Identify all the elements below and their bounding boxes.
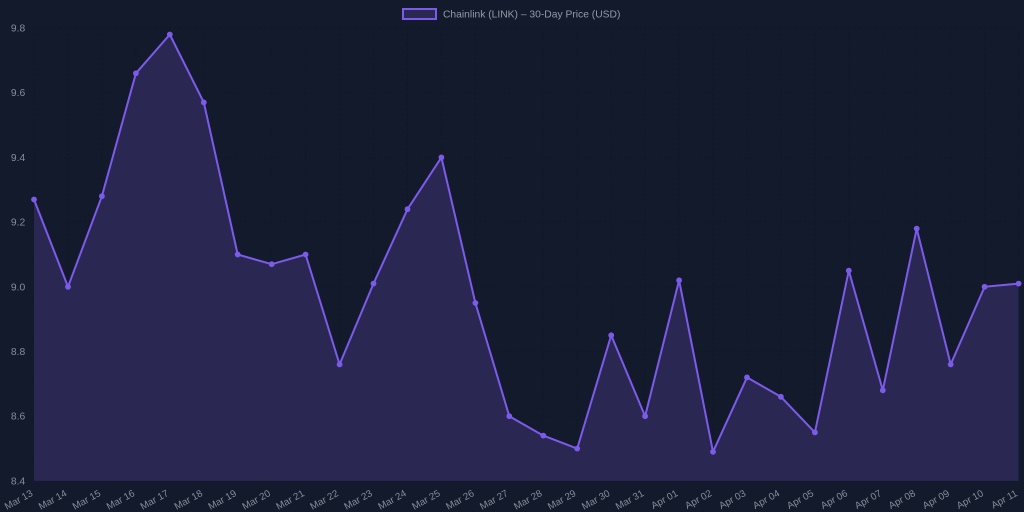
svg-text:Chainlink (LINK) – 30-Day Pric: Chainlink (LINK) – 30-Day Price (USD)	[443, 10, 620, 21]
svg-text:9.8: 9.8	[11, 24, 26, 35]
svg-text:8.6: 8.6	[11, 412, 26, 423]
svg-text:9.0: 9.0	[11, 282, 26, 293]
svg-text:8.8: 8.8	[11, 347, 26, 358]
svg-text:9.2: 9.2	[11, 218, 26, 229]
svg-text:9.6: 9.6	[11, 88, 26, 99]
svg-text:9.4: 9.4	[11, 153, 26, 164]
svg-text:8.4: 8.4	[11, 476, 26, 487]
